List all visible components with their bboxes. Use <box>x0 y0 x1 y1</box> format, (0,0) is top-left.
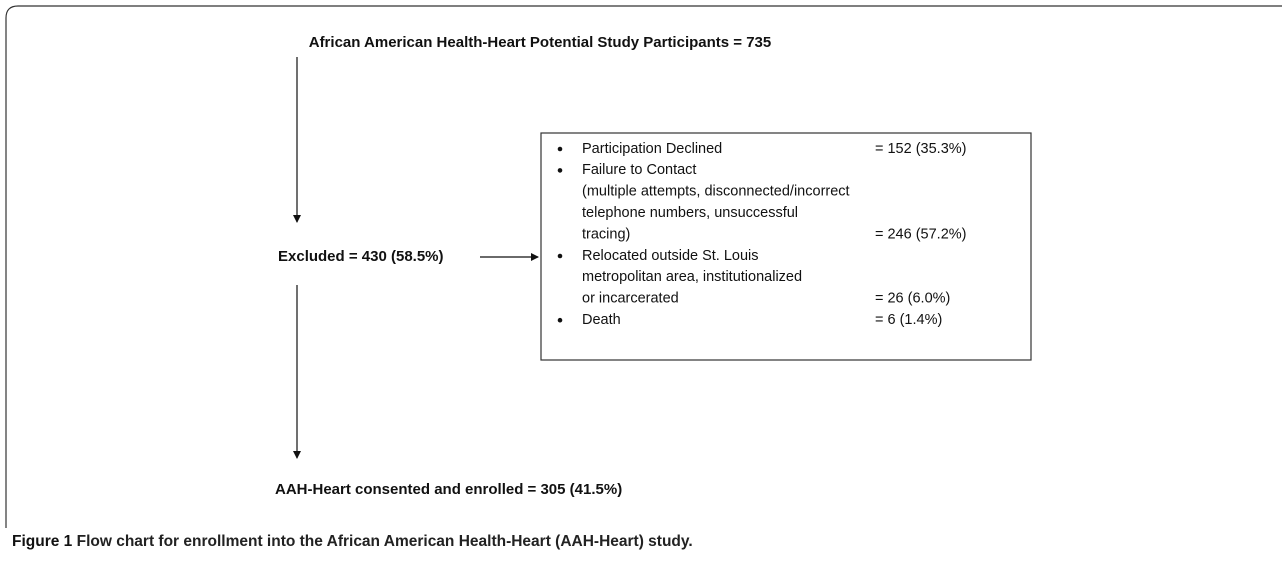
exclusion-list: Participation Declined = 152 (35.3%) Failu… <box>557 141 967 328</box>
item-line: or incarcerated <box>582 291 679 307</box>
item-value: = 26 (6.0%) <box>875 291 950 307</box>
figure-border <box>5 5 1282 528</box>
item-line: telephone numbers, unsuccessful <box>582 205 798 221</box>
bullet <box>557 253 563 259</box>
item-line: Participation Declined <box>582 141 722 157</box>
item-line: (multiple attempts, disconnected/incorre… <box>582 184 850 200</box>
bullet <box>557 146 563 152</box>
exclusion-box <box>540 132 1032 361</box>
item-line: metropolitan area, institutionalized <box>582 269 802 285</box>
item-line: tracing) <box>582 226 630 242</box>
node-enrolled: AAH-Heart consented and enrolled = 305 (… <box>275 481 622 498</box>
bullet <box>557 168 563 173</box>
item-value: = 6 (1.4%) <box>875 312 942 328</box>
item-line: Death <box>582 312 621 328</box>
caption-text: Flow chart for enrollment into the Afric… <box>77 533 693 550</box>
bullet <box>557 317 563 323</box>
item-value: = 246 (57.2%) <box>875 226 967 242</box>
item-line: Relocated outside St. Louis <box>582 248 759 264</box>
item-value: = 152 (35.3%) <box>875 141 967 157</box>
item-line: Failure to Contact <box>582 162 696 178</box>
caption: Figure 1 Flow chart for enrollment into … <box>12 533 693 550</box>
node-excluded: Excluded = 430 (58.5%) <box>278 248 444 265</box>
node-title: African American Health-Heart Potential … <box>309 34 772 51</box>
caption-label: Figure 1 <box>12 533 73 550</box>
